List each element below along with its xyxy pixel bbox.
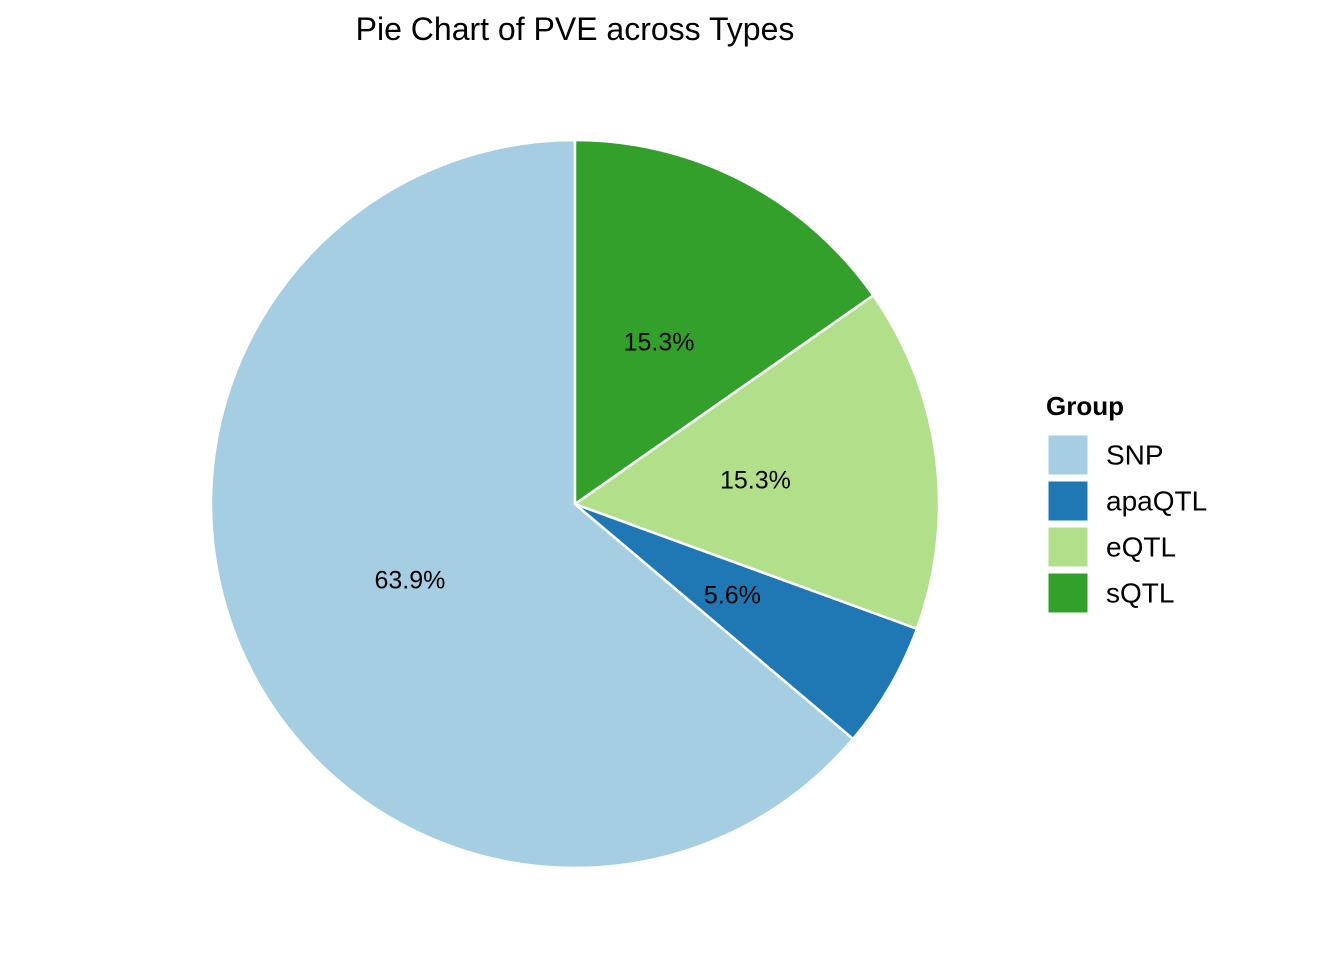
legend-swatch-snp bbox=[1047, 434, 1089, 476]
pie-slices bbox=[209, 138, 941, 870]
legend-label-sqtl: sQTL bbox=[1106, 578, 1174, 609]
pie-slice-snp bbox=[209, 138, 855, 870]
pie-slice-labels: 63.9% 5.6% 15.3% 15.3% bbox=[374, 329, 790, 610]
legend-swatch-eqtl bbox=[1047, 526, 1089, 568]
legend-title: Group bbox=[1046, 391, 1124, 421]
legend-swatch-apaqtl bbox=[1047, 480, 1089, 522]
legend-swatch-sqtl bbox=[1047, 572, 1089, 614]
pie-slice-eqtl bbox=[573, 294, 941, 631]
pie-slice-sqtl bbox=[573, 138, 875, 506]
slice-label-snp: 63.9% bbox=[374, 567, 445, 595]
legend-label-eqtl: eQTL bbox=[1106, 532, 1176, 563]
slice-label-apaqtl: 5.6% bbox=[704, 581, 761, 609]
chart-title: Pie Chart of PVE across Types bbox=[356, 11, 795, 47]
legend-label-apaqtl: apaQTL bbox=[1106, 486, 1207, 517]
legend: Group SNP apaQTL eQTL sQTL bbox=[1046, 391, 1207, 614]
slice-label-sqtl: 15.3% bbox=[624, 329, 695, 357]
slice-label-eqtl: 15.3% bbox=[720, 466, 791, 494]
legend-label-snp: SNP bbox=[1106, 440, 1164, 471]
pie-slice-apaqtl bbox=[573, 502, 919, 741]
